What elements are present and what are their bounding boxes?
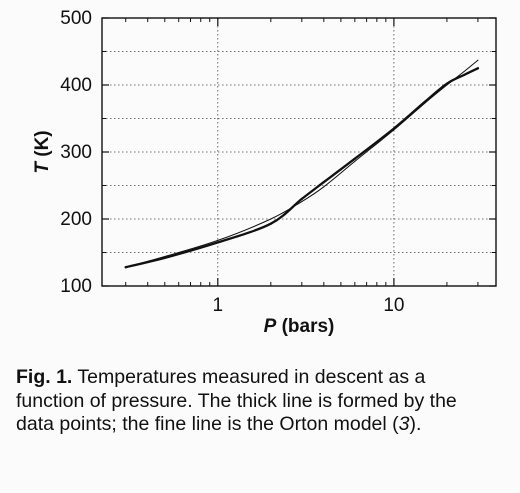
figure-caption: Fig. 1. Temperatures measured in descent… [16,366,496,437]
y-tick-label: 500 [60,8,92,29]
fine-series-point [393,129,395,131]
fine-series-point [446,84,448,86]
y-tick-label: 300 [60,142,92,163]
caption-text: Temperatures measured in descent as a fu… [16,366,457,435]
thick-series-point [353,157,356,160]
thick-series-point [322,181,325,184]
y-tick-label: 200 [60,209,92,230]
fine-series-point [164,256,166,258]
fine-series-point [125,266,127,268]
fine-series-point [424,102,426,104]
chart-figure: 100 200 300 400 500 1 10 T (K) P (bars) [32,8,497,337]
caption-text-end: ). [409,413,422,435]
y-tick-label: 100 [60,276,92,297]
thick-series-point [163,256,166,259]
x-tick-label: 10 [383,295,404,316]
thick-series-point [216,241,219,244]
fine-series-point [477,59,479,61]
caption-reference: 3 [398,413,410,435]
y-tick-label: 400 [60,75,92,96]
thick-series-line [124,67,480,269]
thick-series-point [269,222,272,225]
x-tick-label: 1 [213,295,224,316]
fine-series-point [270,218,272,220]
fine-series-point [323,186,325,188]
fine-series-point [301,201,303,203]
fine-series-line [125,59,479,268]
thick-series-point [476,67,480,70]
thick-series-point [300,197,303,200]
grid-layer [102,18,496,286]
fine-series-point [217,239,219,241]
chart-svg: 100 200 300 400 500 1 10 T (K) P (bars) [32,8,497,337]
fine-series-point [354,160,356,162]
fine-series-point [463,71,465,73]
series-layer [124,59,480,269]
tick-layer: 100 200 300 400 500 1 10 [60,8,496,316]
thick-series-point [462,73,466,77]
caption-label: Fig. 1. [16,366,73,388]
y-axis-title: T (K) [32,130,53,173]
x-axis-title: P (bars) [264,316,335,337]
